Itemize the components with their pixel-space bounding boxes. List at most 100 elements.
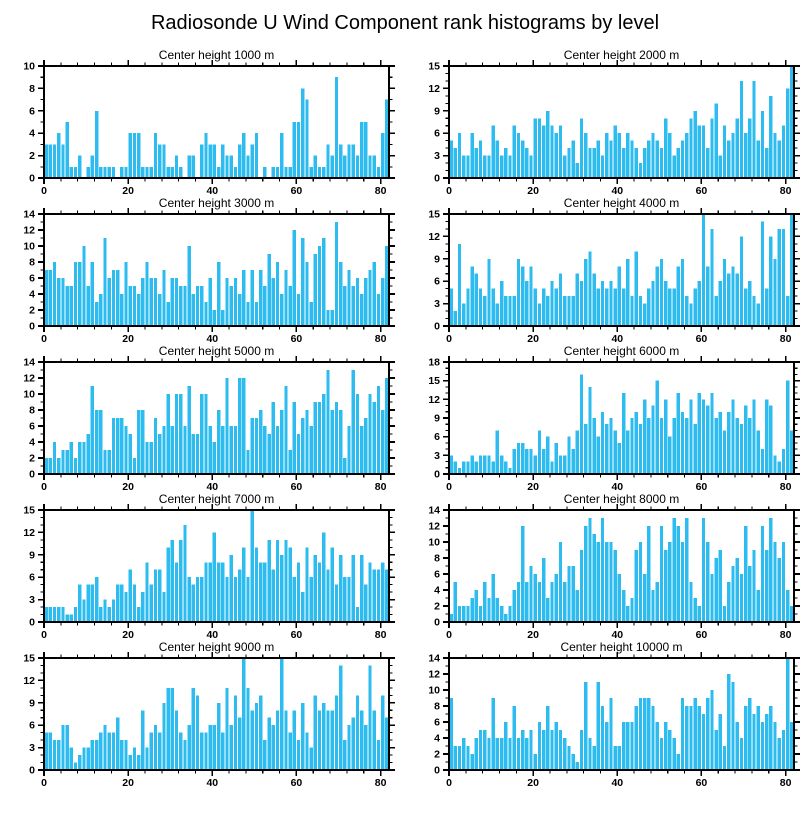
histogram-bar (739, 80, 744, 178)
histogram-bar (263, 166, 267, 178)
panel-title: Center height 8000 m (564, 492, 679, 506)
histogram-bar (533, 118, 537, 178)
histogram-bar (470, 133, 474, 178)
histogram-plot: Center height 3000 m 0 2 4 6 8 10 12 14 0 20 40 60 80 (23, 196, 395, 344)
histogram-bar (309, 577, 313, 622)
histogram-bar (317, 246, 322, 326)
histogram-bar (120, 584, 124, 622)
histogram-bar (483, 582, 487, 622)
histogram-bar (537, 582, 542, 622)
histogram-bar (760, 449, 765, 474)
histogram-bar (487, 738, 491, 770)
x-tick-label: 20 (527, 185, 539, 196)
histogram-bar (237, 717, 242, 770)
histogram-bar (200, 286, 204, 326)
x-tick-label: 40 (206, 185, 218, 196)
histogram-bar (579, 374, 584, 474)
histogram-bar (588, 251, 592, 326)
histogram-bar (61, 450, 65, 474)
y-ticks (38, 657, 395, 771)
histogram-bar (760, 110, 765, 178)
histogram-bar (706, 698, 710, 770)
histogram-bar (107, 166, 111, 178)
y-tick-label: 2 (29, 305, 35, 317)
histogram-bar (376, 294, 381, 326)
y-tick-label: 10 (23, 389, 35, 401)
bars (449, 658, 794, 770)
histogram-bar (693, 424, 697, 474)
histogram-bar (752, 714, 756, 770)
histogram-bar (710, 690, 714, 770)
histogram-bar (259, 410, 263, 474)
histogram-bar (78, 262, 82, 326)
histogram-bar (288, 286, 292, 326)
histogram-bar (781, 125, 786, 178)
histogram-bar (364, 278, 368, 326)
y-tick-label: 4 (434, 585, 440, 597)
y-tick-label: 0 (29, 321, 35, 333)
histogram-bar (508, 155, 512, 178)
histogram-bar (508, 467, 512, 474)
histogram-bar (710, 118, 714, 178)
histogram-bar (457, 467, 462, 474)
histogram-bar (504, 722, 508, 770)
histogram-plot: Center height 7000 m 0 3 6 9 12 15 0 20 40 60 80 (23, 492, 395, 640)
histogram-bar (166, 687, 170, 770)
histogram-bar (499, 455, 504, 474)
histogram-bar (533, 455, 537, 474)
histogram-bar (554, 574, 558, 622)
histogram-bar (132, 133, 137, 178)
histogram-bar (275, 426, 280, 474)
histogram-bar (313, 155, 318, 178)
histogram-bar (82, 599, 86, 622)
y-tick-label: 10 (23, 61, 35, 73)
histogram-bar (187, 246, 191, 326)
histogram-bar (483, 296, 487, 326)
bars (449, 518, 794, 622)
histogram-panel-10000m: Center height 10000 m 0 2 4 6 8 10 12 14 0 20 40 60 8… (405, 640, 810, 788)
panel-title: Center height 7000 m (159, 492, 274, 506)
histogram-bar (326, 710, 330, 770)
histogram-bar (743, 133, 748, 178)
x-ticks (43, 60, 382, 184)
histogram-bar (710, 393, 714, 474)
histogram-bar (634, 148, 638, 178)
histogram-bar (212, 532, 217, 622)
histogram-bar (103, 725, 107, 770)
x-tick-label: 80 (375, 777, 387, 788)
histogram-bar (82, 747, 86, 770)
histogram-bar (212, 310, 217, 326)
histogram-bar (781, 449, 786, 474)
histogram-bar (790, 430, 794, 474)
histogram-bar (781, 228, 786, 326)
histogram-bar (571, 754, 575, 770)
histogram-bar (132, 286, 137, 326)
y-tick-label: 6 (434, 276, 440, 288)
histogram-bar (355, 394, 360, 474)
histogram-bar (752, 399, 756, 474)
histogram-bar (600, 155, 605, 178)
y-tick-label: 9 (29, 697, 35, 709)
histogram-bar (558, 125, 563, 178)
histogram-bar (69, 166, 73, 178)
histogram-bar (267, 434, 271, 474)
y-tick-label: 0 (29, 173, 35, 185)
histogram-bar (579, 550, 584, 622)
histogram-bar (731, 682, 735, 770)
y-tick-label: 8 (29, 405, 35, 417)
histogram-bar (153, 569, 158, 622)
histogram-bar (250, 144, 254, 178)
histogram-bar (537, 722, 542, 770)
histogram-bar (208, 562, 212, 622)
histogram-bar (693, 598, 697, 622)
histogram-bar (216, 702, 221, 770)
plot-border (43, 657, 390, 771)
y-tick-label: 0 (434, 765, 440, 777)
histogram-bar (537, 430, 542, 474)
bars (449, 374, 794, 474)
bars (44, 370, 389, 474)
histogram-bar (338, 144, 343, 178)
histogram-bar (313, 554, 318, 622)
histogram-bar (246, 450, 250, 474)
histogram-bar (376, 569, 381, 622)
